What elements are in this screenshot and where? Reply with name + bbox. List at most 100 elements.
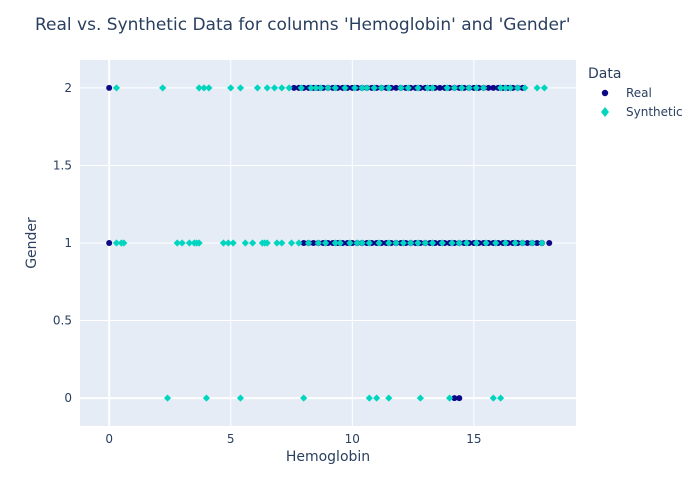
legend-label-real[interactable]: Real [626,86,652,100]
data-point-synthetic [278,239,286,247]
data-point-real [485,84,492,91]
y-axis-ticks: 0 0.5 1 1.5 2 [53,81,72,405]
data-point-real [300,240,307,246]
y-tick-label: 0 [64,391,72,405]
data-point-synthetic [521,84,529,92]
legend-real-marker [601,89,609,97]
data-point-synthetic [346,239,354,247]
data-point-synthetic [163,394,172,402]
data-point-synthetic [462,239,471,247]
data-point-synthetic [227,84,235,92]
data-point-synthetic [351,84,359,92]
data-point-real [546,240,553,246]
data-point-synthetic [445,394,454,402]
data-point-synthetic [241,239,249,247]
data-point-synthetic [358,84,366,92]
data-point-synthetic [341,84,349,92]
data-point-synthetic [385,239,393,247]
data-point-synthetic [492,239,500,247]
data-point-synthetic [438,239,446,247]
y-axis-title: Gender [24,217,40,269]
data-point-synthetic [331,239,339,247]
data-point-synthetic [312,84,320,92]
data-point-synthetic [253,84,262,92]
data-point-synthetic [159,84,167,92]
data-point-synthetic [314,239,322,247]
data-point-synthetic [518,239,527,247]
data-point-synthetic [304,239,313,247]
data-point-synthetic [307,84,315,92]
data-point-synthetic [205,84,213,92]
data-point-synthetic [528,239,536,247]
data-point-synthetic [392,239,400,247]
data-point-synthetic [407,239,415,247]
data-point-synthetic [465,84,473,92]
y-tick-label: 2 [64,81,72,95]
data-point-synthetic [501,84,510,92]
data-point-synthetic [236,394,245,402]
data-point-synthetic [458,84,466,92]
data-point-synthetic [112,239,121,247]
data-point-synthetic [448,239,456,247]
data-point-synthetic [185,239,194,247]
data-point-real [456,395,463,402]
data-point-synthetic [455,239,463,247]
data-point-synthetic [270,84,279,92]
data-point-synthetic [273,239,281,247]
data-point-synthetic [202,394,211,402]
data-point-synthetic [399,239,407,247]
data-point-real [490,84,497,91]
data-point-synthetic [480,84,488,92]
data-point-synthetic [263,84,271,92]
data-point-synthetic [263,239,271,247]
data-point-synthetic [421,239,429,247]
data-point-synthetic [511,239,519,247]
data-point-synthetic [321,239,330,247]
y-tick-label: 0.5 [53,314,72,328]
x-tick-label: 5 [227,432,235,446]
data-point-synthetic [375,239,383,247]
data-point-synthetic [482,239,490,247]
data-point-synthetic [249,239,257,247]
data-point-synthetic [229,239,237,247]
data-point-synthetic [472,84,480,92]
data-point-real [106,84,113,91]
data-point-synthetic [385,84,393,92]
data-point-synthetic [297,84,305,92]
data-point-real [534,240,541,246]
legend[interactable]: Data Real Synthetic [588,66,683,119]
data-point-synthetic [365,394,373,402]
data-point-synthetic [278,84,286,92]
data-point-synthetic [538,239,546,247]
x-tick-label: 15 [466,432,481,446]
data-point-synthetic [358,239,366,247]
data-point-synthetic [514,84,522,92]
data-point-synthetic [540,84,548,92]
data-point-synthetic [414,239,422,247]
data-point-synthetic [450,84,459,92]
data-point-synthetic [416,394,424,402]
y-tick-label: 1 [64,236,72,250]
data-point-synthetic [200,84,208,92]
y-tick-label: 1.5 [53,158,72,172]
data-point-synthetic [501,239,510,247]
data-point-synthetic [120,239,128,247]
x-tick-label: 10 [345,432,360,446]
data-point-real [436,84,443,91]
data-point-synthetic [377,84,386,92]
legend-synthetic-marker [601,107,609,117]
data-point-synthetic [285,84,293,92]
series-synthetic [112,84,548,402]
chart-title: Real vs. Synthetic Data for columns 'Hem… [35,15,571,35]
x-axis-ticks: 0 5 10 15 [105,432,481,446]
data-point-synthetic [112,84,121,92]
data-point-synthetic [385,394,393,402]
legend-label-synthetic[interactable]: Synthetic [626,105,683,119]
data-point-synthetic [397,84,405,92]
data-point-synthetic [414,84,422,92]
data-point-synthetic [324,84,332,92]
data-point-synthetic [497,84,505,92]
data-point-synthetic [219,239,228,247]
data-point-synthetic [424,84,432,92]
